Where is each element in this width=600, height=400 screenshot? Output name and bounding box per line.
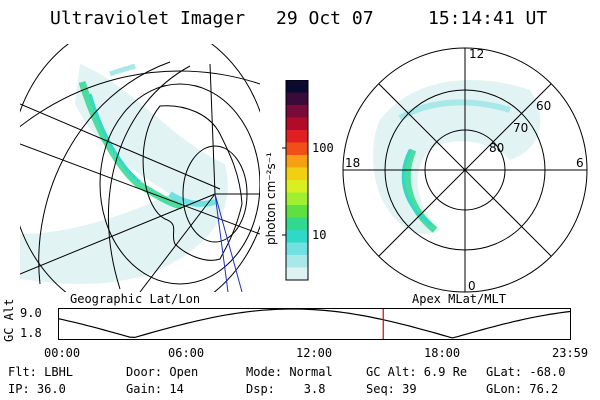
apex-polar-panel: 12 18 6 0 60 70 80 (342, 47, 588, 293)
colorbar-stripe (286, 80, 308, 93)
info-mode: Mode: Normal (246, 365, 333, 379)
mlt-label-18: 18 (345, 156, 360, 170)
colorbar-stripe (286, 92, 308, 106)
timeline-xtick-0: 00:00 (44, 346, 81, 360)
colorbar (282, 80, 309, 281)
geographic-panel (20, 44, 260, 292)
colorbar-stripe (286, 130, 308, 143)
colorbar-stripe (286, 230, 308, 243)
mlt-label-0: 0 (468, 279, 476, 293)
timeline-ytop: 9.0 (20, 306, 42, 320)
timeline-ylabel-wrap: GC Alt (2, 299, 16, 344)
info-gc-alt: GC Alt: 6.9 Re (366, 365, 468, 379)
emission-region-mlt (373, 80, 541, 234)
info-door: Door: Open (126, 365, 199, 379)
colorbar-stripe (286, 155, 308, 168)
info-gain: Gain: 14 (126, 382, 184, 396)
timeline-plot (58, 308, 571, 340)
colorbar-stripe (286, 242, 308, 256)
colorbar-tick-10: 10 (312, 228, 327, 242)
timeline-ybottom: 1.8 (20, 326, 42, 340)
mlat-mlt-grid (342, 47, 588, 293)
timeline-ylabel: GC Alt (2, 298, 16, 342)
timeline-xtick-2: 12:00 (296, 346, 333, 360)
colorbar-stripe (286, 217, 308, 231)
date-label: 29 Oct 07 (276, 8, 374, 29)
time-label: 15:14:41 UT (428, 8, 548, 29)
info-seq: Seq: 39 (366, 382, 417, 396)
apex-panel-label: Apex MLat/MLT (412, 292, 506, 306)
timeline-xtick-4: 23:59 (552, 346, 589, 360)
timeline-xtick-3: 18:00 (424, 346, 461, 360)
info-glat: GLat: -68.0 (486, 365, 566, 379)
geographic-panel-label: Geographic Lat/Lon (70, 292, 201, 306)
colorbar-stripe (286, 180, 308, 193)
colorbar-stripe (286, 192, 308, 206)
mlat-label-70: 70 (513, 121, 528, 135)
colorbar-stripe (286, 255, 308, 268)
instrument-title: Ultraviolet Imager (50, 8, 246, 29)
timeline-xtick-1: 06:00 (168, 346, 205, 360)
lat-lon-grid (20, 44, 260, 292)
colorbar-gradient (286, 80, 308, 281)
mlt-label-12: 12 (469, 47, 484, 61)
colorbar-stripe (286, 105, 308, 118)
info-ip: IP: 36.0 (8, 382, 66, 396)
info-dsp: Dsp: 3.8 (246, 382, 326, 396)
colorbar-unit: photon cm⁻²s⁻¹ (264, 152, 278, 245)
colorbar-stripe (286, 167, 308, 181)
colorbar-stripe (286, 205, 308, 218)
altitude-curve (58, 308, 571, 339)
emission-region-geo (20, 63, 228, 284)
coastline (142, 105, 243, 261)
info-flt: Flt: LBHL (8, 365, 74, 379)
mlt-label-6: 6 (576, 156, 584, 170)
colorbar-stripe (286, 142, 308, 156)
info-glon: GLon: 76.2 (486, 382, 559, 396)
colorbar-tick-100: 100 (312, 141, 334, 155)
mlat-label-60: 60 (536, 99, 551, 113)
colorbar-stripe (286, 117, 308, 131)
colorbar-stripe (286, 267, 308, 281)
mlat-label-80: 80 (489, 141, 504, 155)
